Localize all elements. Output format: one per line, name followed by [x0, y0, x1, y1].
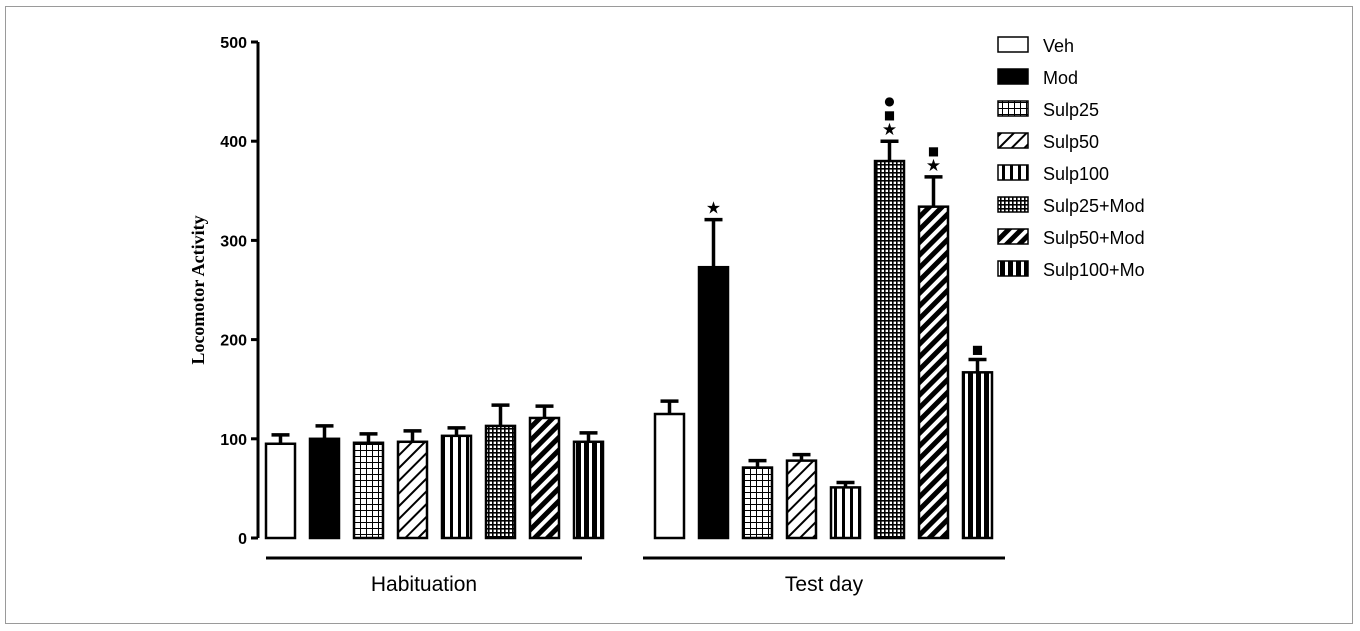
- legend-swatch: [997, 36, 1029, 53]
- y-tick-label: 200: [220, 333, 247, 350]
- bar-sulp100: [440, 434, 473, 540]
- bar-sulp50-mod: [917, 205, 950, 540]
- legend-swatch: [997, 68, 1029, 85]
- bars-layer: ★★■●★■■: [264, 94, 994, 540]
- legend-label: Sulp100+Mo: [1043, 260, 1145, 280]
- significance-dot: ●: [884, 94, 894, 108]
- legend: Veh Mod Sulp25 Sulp50 Sulp100 Sulp25+Mod Sulp5…: [997, 36, 1145, 280]
- bar-sulp100: [829, 486, 862, 540]
- bar-sulp100-mo: [961, 371, 994, 540]
- legend-swatch: [997, 196, 1029, 213]
- legend-swatch: [997, 228, 1029, 245]
- legend-label: Veh: [1043, 36, 1074, 56]
- category-label: Habituation: [371, 573, 477, 596]
- legend-swatch: [997, 132, 1029, 149]
- significance-square: ■: [972, 342, 983, 356]
- legend-swatch: [997, 260, 1029, 277]
- legend-label: Sulp100: [1043, 164, 1109, 184]
- legend-swatch: [997, 100, 1029, 117]
- bar-sulp25-mod: [484, 424, 517, 540]
- legend-label: Sulp50: [1043, 132, 1099, 152]
- bar-sulp50: [785, 459, 818, 540]
- y-axis-label: Locomotor Activity: [188, 215, 208, 364]
- bar-mod: [308, 437, 341, 540]
- legend-label: Sulp50+Mod: [1043, 228, 1145, 248]
- bar-sulp25: [352, 441, 385, 540]
- category-label: Test day: [785, 573, 864, 596]
- bar-sulp50-mod: [528, 416, 561, 540]
- y-tick-label: 400: [220, 134, 247, 151]
- bar-sulp100-mo: [572, 440, 605, 540]
- y-tick-label: 300: [220, 233, 247, 250]
- legend-label: Mod: [1043, 68, 1078, 88]
- legend-swatch: [997, 164, 1029, 181]
- legend-label: Sulp25: [1043, 100, 1099, 120]
- bar-sulp50: [396, 440, 429, 540]
- significance-square: ■: [884, 108, 895, 122]
- bar-sulp25: [741, 466, 774, 540]
- significance-square: ■: [928, 144, 939, 158]
- significance-star: ★: [882, 120, 897, 140]
- bar-veh: [264, 442, 297, 540]
- y-tick-label: 0: [238, 531, 247, 548]
- bar-mod: [697, 265, 730, 540]
- significance-star: ★: [706, 199, 721, 219]
- bar-sulp25-mod: [873, 159, 906, 540]
- y-tick-label: 100: [220, 432, 247, 449]
- y-tick-label: 500: [220, 35, 247, 52]
- significance-star: ★: [926, 156, 941, 176]
- legend-label: Sulp25+Mod: [1043, 196, 1145, 216]
- axes-layer: 0 100 200 300 400 500 Locomotor Activity Habitu…: [188, 35, 1005, 596]
- bar-veh: [653, 412, 686, 540]
